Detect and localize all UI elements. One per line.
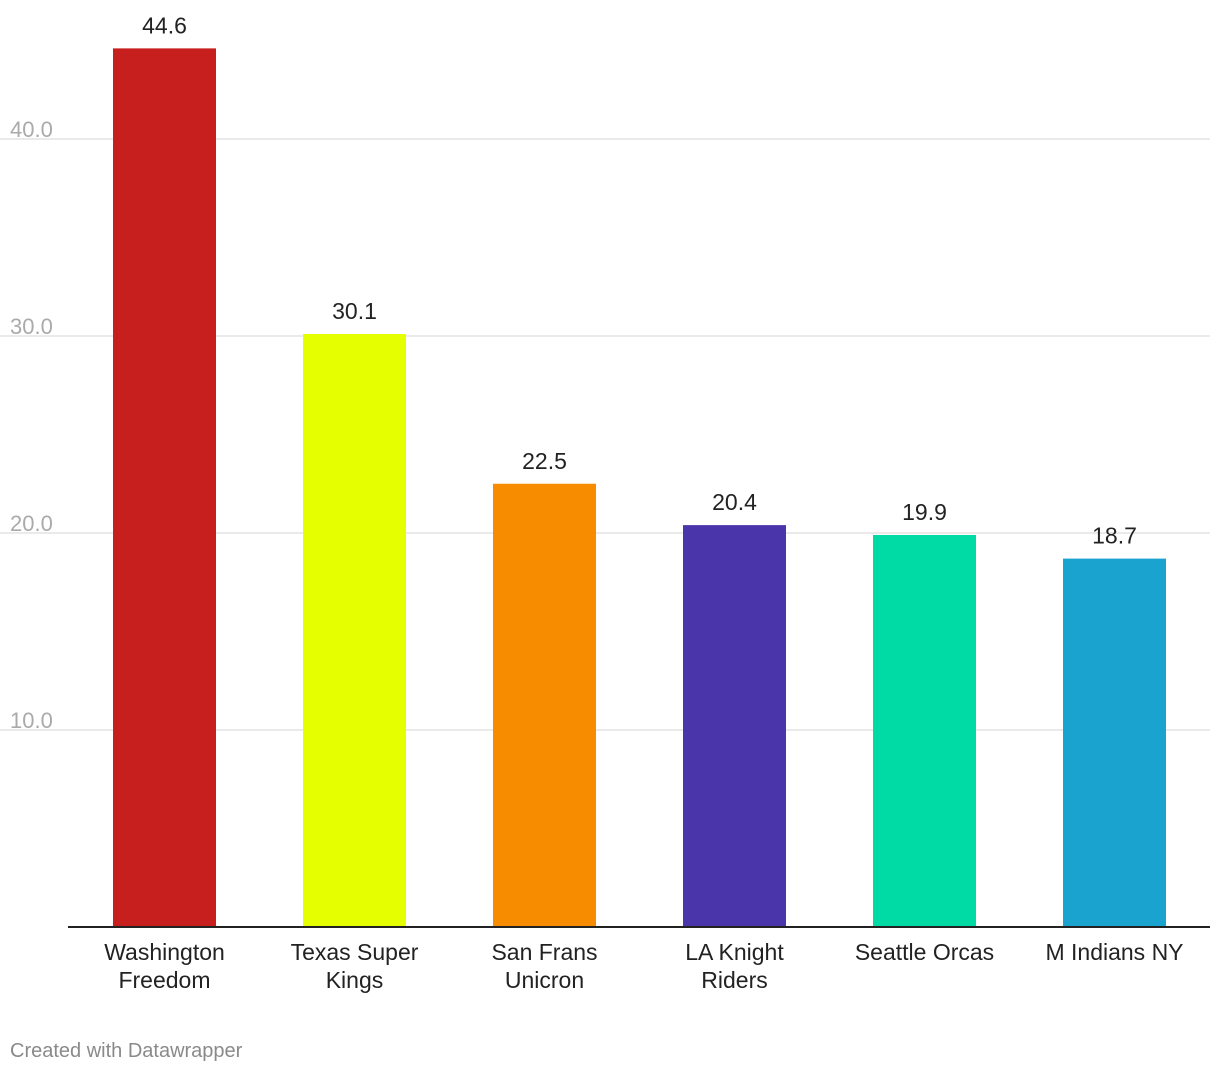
category-label-line: Unicron bbox=[505, 967, 584, 993]
category-label-line: M Indians NY bbox=[1045, 939, 1183, 965]
bar-1 bbox=[303, 334, 406, 927]
category-label-line: San Frans bbox=[491, 939, 597, 965]
bar-0 bbox=[113, 48, 216, 927]
value-label: 19.9 bbox=[902, 499, 947, 525]
category-label: LA Knight Riders bbox=[685, 939, 784, 993]
category-label-line: Seattle Orcas bbox=[855, 939, 994, 965]
category-label-line: Texas Super bbox=[291, 939, 419, 965]
bar-2 bbox=[493, 483, 596, 927]
bar-3 bbox=[683, 525, 786, 927]
value-label: 22.5 bbox=[522, 448, 567, 474]
labels: 10.0 20.0 30.0 40.0 44.6 Washington Freedom 30.… bbox=[10, 12, 1184, 993]
y-tick-label: 40.0 bbox=[10, 117, 53, 142]
category-label-line: Freedom bbox=[118, 967, 210, 993]
value-label: 44.6 bbox=[142, 12, 187, 38]
category-label: Seattle Orcas bbox=[855, 939, 994, 965]
category-label: Texas Super Kings bbox=[291, 939, 419, 993]
category-label-line: Washington bbox=[104, 939, 225, 965]
category-label-line: LA Knight bbox=[685, 939, 784, 965]
value-label: 30.1 bbox=[332, 298, 377, 324]
category-label: Washington Freedom bbox=[104, 939, 225, 993]
bar-4 bbox=[873, 534, 976, 927]
y-tick-label: 30.0 bbox=[10, 314, 53, 339]
y-tick-label: 10.0 bbox=[10, 708, 53, 733]
credit-text: Created with Datawrapper bbox=[10, 1040, 243, 1062]
category-label: M Indians NY bbox=[1045, 939, 1183, 965]
bar-chart: 10.0 20.0 30.0 40.0 44.6 Washington Freedom 30.… bbox=[0, 12, 1210, 993]
category-label: San Frans Unicron bbox=[491, 939, 597, 993]
value-label: 18.7 bbox=[1092, 523, 1137, 549]
bar-5 bbox=[1063, 558, 1166, 927]
value-label: 20.4 bbox=[712, 489, 757, 515]
y-tick-label: 20.0 bbox=[10, 511, 53, 536]
bars bbox=[113, 48, 1166, 927]
category-label-line: Riders bbox=[701, 967, 767, 993]
category-label-line: Kings bbox=[326, 967, 384, 993]
